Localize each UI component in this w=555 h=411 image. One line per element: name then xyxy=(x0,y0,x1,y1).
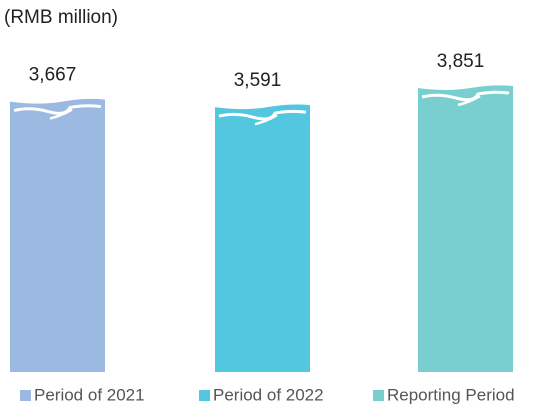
legend-label: Reporting Period xyxy=(387,385,515,404)
bar xyxy=(215,104,310,373)
legend-swatch xyxy=(199,390,210,401)
bar-wave xyxy=(254,114,278,126)
value-label: 3,667 xyxy=(29,65,77,86)
bar-wave xyxy=(49,108,73,120)
bar xyxy=(418,85,513,372)
value-label: 3,591 xyxy=(234,70,282,91)
legend-swatch xyxy=(20,390,31,401)
bar-wave xyxy=(457,94,481,107)
legend-label: Period of 2022 xyxy=(213,385,324,404)
value-label: 3,851 xyxy=(437,51,485,72)
legend-label: Period of 2021 xyxy=(34,385,145,404)
bar xyxy=(10,98,105,372)
chart-subtitle: (RMB million) xyxy=(4,7,118,28)
legend-swatch xyxy=(373,390,384,401)
